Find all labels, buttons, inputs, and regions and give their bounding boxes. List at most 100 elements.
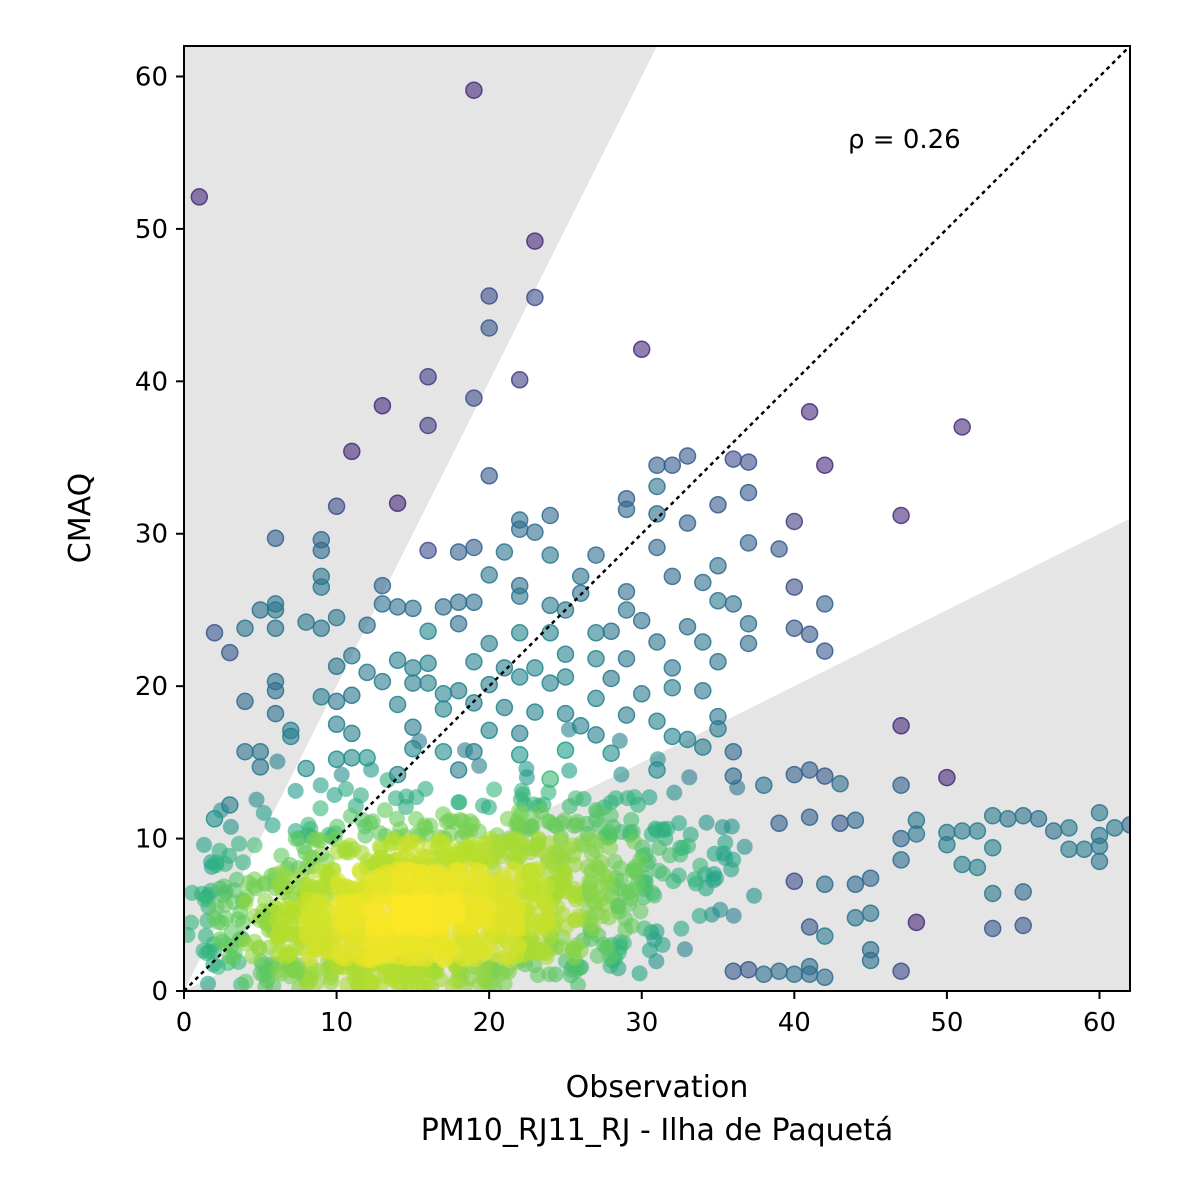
scatter-point [404, 718, 422, 737]
scatter-point [404, 674, 422, 692]
scatter-point [617, 582, 636, 601]
cloud-point [273, 847, 290, 864]
scatter-point [694, 681, 712, 700]
cloud-point [246, 933, 263, 950]
scatter-point [892, 829, 910, 848]
cloud-point [374, 849, 391, 866]
scatter-point [495, 698, 514, 717]
scatter-point [709, 720, 727, 738]
scatter-point [892, 776, 910, 794]
plot-frame [183, 45, 1131, 992]
cloud-point [611, 732, 628, 749]
cloud-point [501, 918, 518, 935]
scatter-point [312, 578, 331, 596]
scatter-point [983, 884, 1002, 903]
cloud-point [184, 884, 201, 901]
cloud-point [523, 818, 540, 835]
cloud-point [570, 908, 587, 925]
scatter-point [816, 875, 834, 894]
x-tick-label: 50 [930, 1008, 963, 1038]
scatter-point [510, 746, 529, 764]
cloud-point [475, 962, 492, 979]
scatter-point [327, 715, 346, 734]
shaded-band-upper [184, 46, 657, 991]
scatter-point [694, 738, 712, 756]
scatter-point [343, 442, 361, 461]
cloud-point [725, 907, 742, 924]
cloud-point [612, 860, 629, 877]
cloud-point [666, 784, 683, 801]
cloud-point [259, 972, 275, 989]
scatter-point [892, 506, 910, 525]
cloud-point [526, 957, 543, 973]
scatter-point [510, 371, 529, 389]
one-to-one-line-path [184, 46, 1130, 991]
scatter-point [556, 704, 575, 723]
y-tick-label: 10 [135, 825, 168, 855]
cloud-point [388, 962, 405, 979]
cloud-point [299, 902, 316, 919]
scatter-point [419, 622, 437, 641]
scatter-point [449, 593, 468, 612]
scatter-point [587, 726, 605, 744]
scatter-point [800, 761, 819, 779]
scatter-point [724, 742, 743, 761]
cloud-point [646, 887, 663, 904]
cloud-point [480, 915, 497, 931]
scatter-point [480, 634, 498, 653]
scatter-point [892, 851, 910, 869]
scatter-point [282, 727, 300, 746]
cloud-point [592, 817, 609, 834]
cloud-point [565, 940, 582, 957]
scatter-point [465, 389, 483, 407]
scatter-point [541, 674, 559, 692]
scatter-point [999, 810, 1017, 828]
cloud-point [312, 777, 329, 794]
cloud-point [417, 780, 434, 797]
cloud-point [336, 905, 353, 922]
scatter-point [541, 596, 559, 615]
cloud-point [196, 891, 213, 908]
cloud-point [240, 874, 257, 891]
cloud-point [200, 975, 216, 991]
cloud-point [244, 948, 261, 965]
scatter-point [1075, 840, 1093, 859]
cloud-point [540, 896, 557, 913]
scatter-point [816, 456, 834, 474]
cloud-point [615, 934, 632, 951]
cloud-point [402, 832, 419, 849]
cloud-point [264, 817, 281, 834]
scatter-point [648, 505, 666, 523]
scatter-point [816, 927, 834, 945]
scatter-point [236, 742, 254, 761]
cloud-point [714, 819, 731, 836]
cloud-point [433, 920, 450, 937]
cloud-point [596, 895, 613, 912]
scatter-point [953, 855, 971, 874]
scatter-point [709, 592, 727, 610]
scatter-point [724, 962, 743, 980]
scatter-point [678, 617, 697, 636]
scatter-point [632, 611, 651, 630]
cloud-point [338, 918, 355, 935]
cloud-point [636, 920, 653, 937]
scatter-point [1014, 883, 1032, 901]
cloud-point [508, 843, 525, 860]
scatter-point [404, 739, 422, 758]
cloud-point [512, 791, 529, 808]
scatter-point [419, 541, 437, 560]
cloud-point [414, 848, 431, 865]
scatter-point [449, 614, 468, 633]
cloud-point [357, 827, 374, 844]
cloud-point [715, 845, 732, 862]
scatter-point [373, 576, 392, 595]
cloud-point [394, 908, 411, 925]
scatter-point [343, 646, 361, 665]
scatter-point [526, 288, 544, 307]
cloud-point [449, 861, 466, 878]
scatter-point [892, 717, 910, 735]
scatter-point [739, 614, 758, 633]
scatter-point [449, 681, 468, 700]
cloud-point [583, 863, 600, 880]
cloud-point [333, 949, 350, 966]
